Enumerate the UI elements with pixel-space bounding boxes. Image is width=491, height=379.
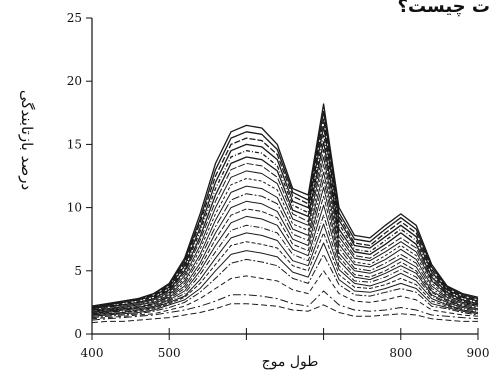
series-line bbox=[91, 110, 479, 307]
y-tick-label: 25 bbox=[67, 11, 82, 25]
series-line bbox=[91, 253, 479, 319]
x-tick-label: 400 bbox=[81, 346, 104, 360]
series-line bbox=[91, 270, 479, 320]
y-ticks-group: 0 5 10 15 20 25 bbox=[67, 11, 92, 341]
series-line bbox=[91, 171, 479, 312]
page-title-fragment: ت چیست؟ bbox=[397, 0, 491, 17]
series-line bbox=[91, 242, 479, 317]
x-tick-label: 900 bbox=[467, 346, 490, 360]
x-ticks-group: 400 500 800 900 bbox=[81, 328, 490, 360]
series-line bbox=[91, 164, 479, 312]
series-line bbox=[91, 290, 479, 321]
series-line bbox=[91, 223, 479, 316]
y-tick-label: 20 bbox=[67, 74, 82, 88]
series-line bbox=[91, 179, 479, 313]
series-line bbox=[91, 214, 479, 316]
series-line bbox=[91, 118, 479, 309]
series-lines-group bbox=[91, 103, 479, 324]
series-line bbox=[91, 149, 479, 311]
x-tick-label: 800 bbox=[389, 346, 412, 360]
y-tick-label: 15 bbox=[67, 137, 82, 151]
series-line bbox=[91, 195, 479, 315]
series-line bbox=[91, 204, 479, 315]
series-line bbox=[91, 232, 479, 317]
series-line bbox=[91, 126, 479, 309]
y-tick-label: 5 bbox=[74, 264, 82, 278]
series-line bbox=[91, 186, 479, 313]
y-axis-label: درصد بازتابندگی bbox=[18, 90, 36, 190]
y-tick-label: 0 bbox=[74, 327, 82, 341]
x-tick-label: 500 bbox=[158, 346, 181, 360]
series-line bbox=[91, 133, 479, 310]
y-tick-label: 10 bbox=[67, 201, 82, 215]
x-axis-label: طول موج bbox=[262, 354, 319, 370]
series-line bbox=[91, 303, 478, 324]
series-line bbox=[91, 156, 479, 311]
